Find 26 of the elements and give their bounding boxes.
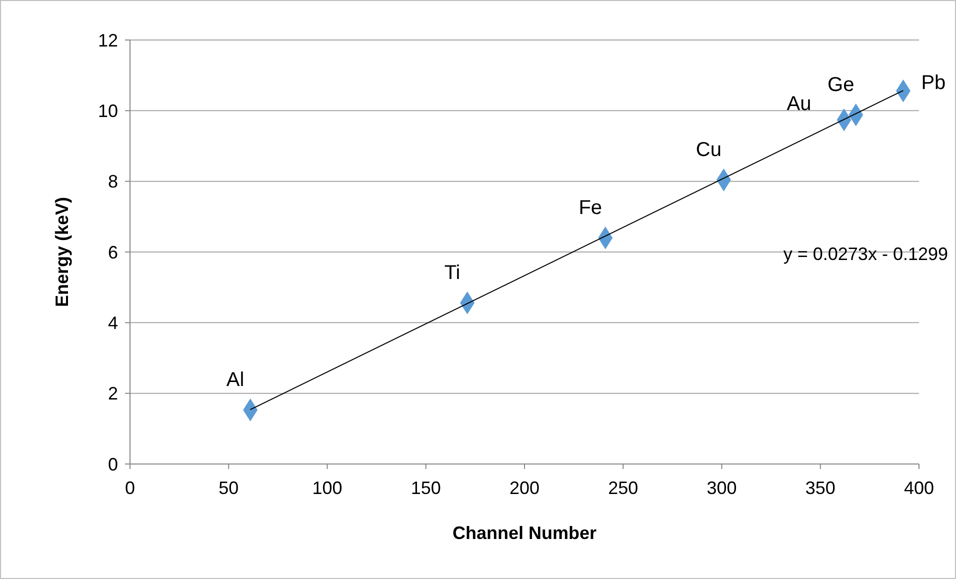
x-tick-label: 350: [805, 478, 836, 498]
annotation: Pb: [921, 72, 946, 94]
x-tick-label: 400: [904, 478, 934, 498]
y-tick-label: 2: [108, 384, 118, 404]
annotation: Au: [786, 92, 812, 115]
y-tick-label: 0: [108, 454, 118, 474]
annotation: Cu: [696, 138, 722, 161]
y-tick-label: 4: [108, 312, 118, 333]
x-tick-label: 200: [509, 478, 540, 498]
y-tick-label: 12: [98, 30, 118, 50]
y-tick-label: 6: [108, 242, 118, 262]
x-tick-label: 150: [410, 478, 441, 498]
x-tick-label: 0: [124, 478, 136, 498]
y-tick-label: 8: [108, 172, 118, 192]
annotation: Fe: [578, 196, 602, 219]
x-tick-label: 300: [706, 478, 737, 498]
x-tick-label: 250: [608, 478, 638, 498]
annotation: y = 0.0273x - 0.1299: [783, 244, 948, 264]
annotation: Ti: [444, 262, 460, 284]
x-tick-label: 50: [218, 478, 239, 498]
x-axis-title: Channel Number: [452, 523, 597, 543]
y-tick-label: 10: [98, 100, 118, 121]
annotation: Al: [226, 368, 244, 391]
y-axis-title: Energy (keV): [52, 196, 72, 308]
x-tick-label: 100: [312, 478, 342, 498]
annotation: Ge: [828, 74, 854, 96]
